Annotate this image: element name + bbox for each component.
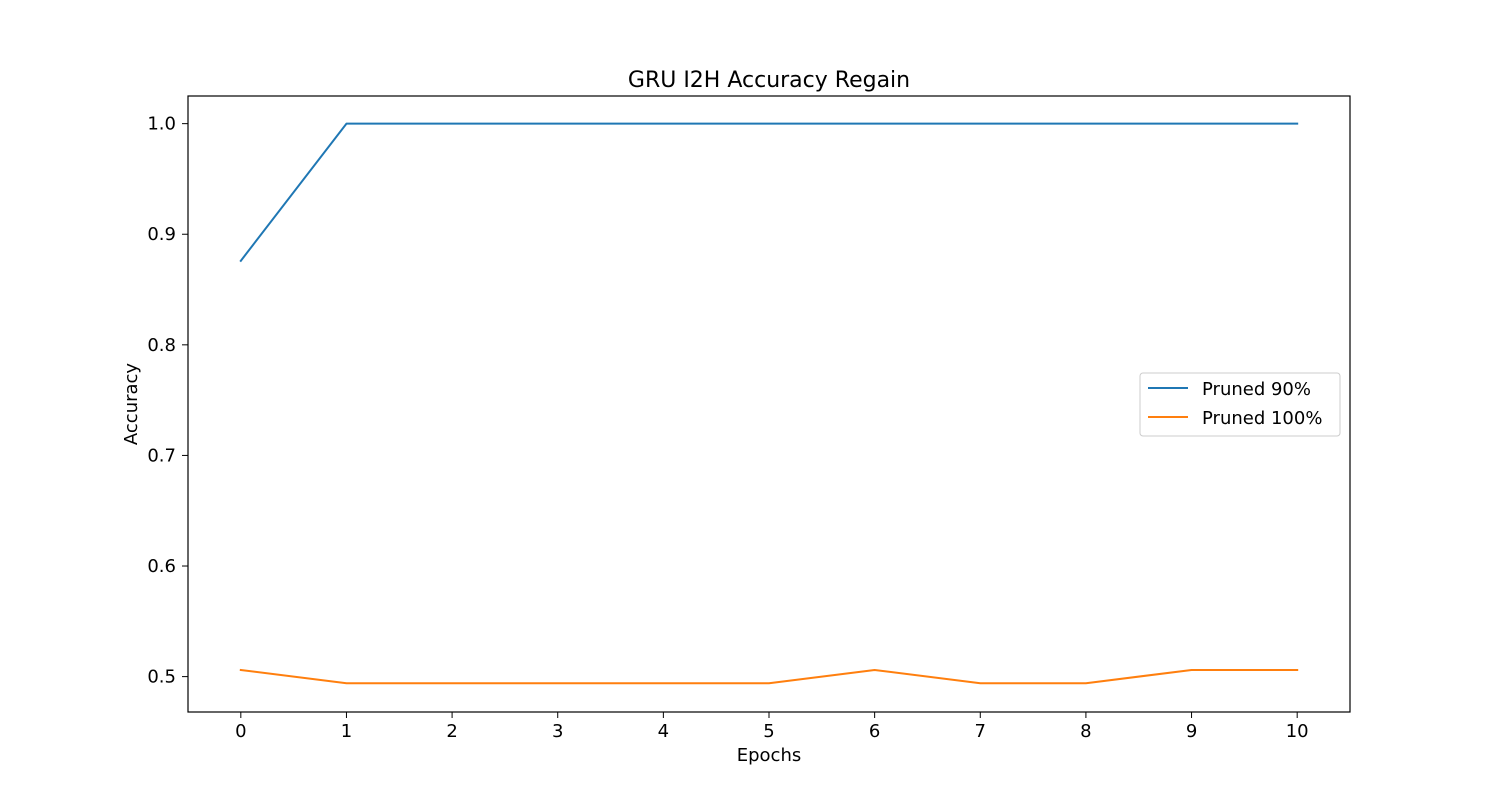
y-tick-label: 0.8 xyxy=(147,335,176,356)
x-tick-label: 3 xyxy=(552,721,563,742)
x-tick-label: 9 xyxy=(1186,721,1197,742)
series-layer xyxy=(239,122,1299,685)
x-tick-label: 4 xyxy=(658,721,669,742)
chart-title: GRU I2H Accuracy Regain xyxy=(628,68,910,93)
x-tick-label: 7 xyxy=(975,721,986,742)
y-axis-ticks: 0.5 0.6 0.7 0.8 0.9 1.0 xyxy=(147,114,188,688)
legend-frame xyxy=(1139,372,1341,437)
series-line-0 xyxy=(239,122,1299,263)
legend-label-pruned-100: Pruned 100% xyxy=(1202,408,1322,429)
legend: Pruned 90% Pruned 100% xyxy=(1139,372,1341,437)
x-axis-label: Epochs xyxy=(737,745,802,766)
x-axis-ticks: 0 1 2 3 4 5 6 7 8 9 10 xyxy=(235,712,1309,742)
y-tick-label: 0.7 xyxy=(147,445,176,466)
x-tick-label: 8 xyxy=(1080,721,1091,742)
y-tick-label: 0.6 xyxy=(147,556,176,577)
y-axis-label: Accuracy xyxy=(121,363,142,446)
x-tick-label: 6 xyxy=(869,721,880,742)
x-tick-label: 0 xyxy=(235,721,246,742)
legend-label-pruned-90: Pruned 90% xyxy=(1202,379,1311,400)
y-tick-label: 1.0 xyxy=(147,114,176,135)
x-tick-label: 10 xyxy=(1286,721,1309,742)
y-tick-label: 0.5 xyxy=(147,667,176,688)
x-tick-label: 5 xyxy=(763,721,774,742)
x-tick-label: 2 xyxy=(446,721,457,742)
y-tick-label: 0.9 xyxy=(147,224,176,245)
x-tick-label: 1 xyxy=(341,721,352,742)
series-line-1 xyxy=(239,668,1299,685)
